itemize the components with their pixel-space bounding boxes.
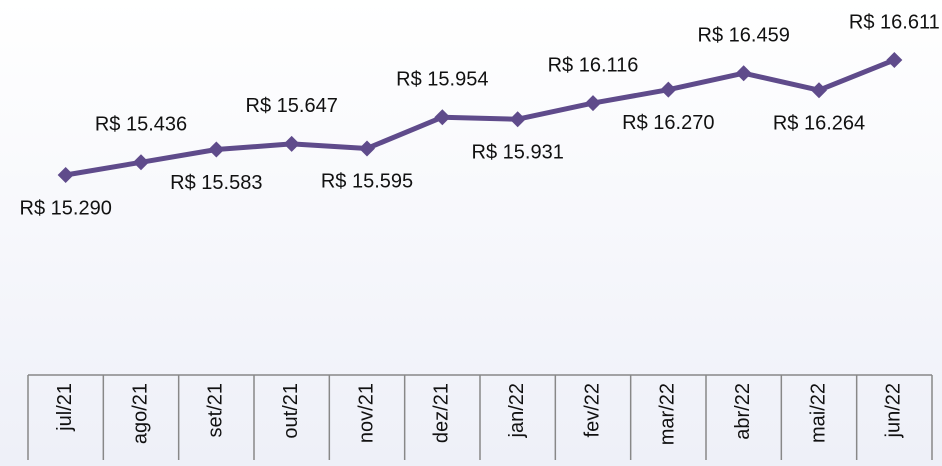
x-tick-label: set/21 (205, 383, 227, 437)
x-tick-label: out/21 (280, 383, 302, 439)
marker (660, 81, 677, 98)
marker (585, 95, 601, 112)
data-label: R$ 15.954 (396, 68, 488, 90)
marker (283, 135, 300, 152)
x-tick-label: abr/22 (732, 383, 754, 440)
marker (886, 52, 903, 68)
data-label: R$ 16.611 (849, 11, 940, 33)
x-tick-label: dez/21 (431, 383, 453, 443)
x-tick-label: mai/22 (807, 383, 829, 443)
x-tick-label: jul/21 (54, 383, 76, 432)
data-label: R$ 15.931 (472, 141, 564, 163)
x-tick-label: jun/22 (883, 383, 905, 439)
data-label: R$ 15.583 (170, 172, 262, 194)
x-tick-label: nov/21 (355, 383, 377, 443)
data-label: R$ 16.116 (548, 54, 639, 76)
marker (735, 65, 752, 82)
data-label: R$ 16.270 (622, 112, 714, 134)
marker (434, 109, 451, 126)
x-tick-label: mar/22 (657, 383, 679, 445)
marker (133, 154, 149, 171)
marker (208, 141, 225, 158)
data-label: R$ 15.595 (321, 171, 413, 193)
data-label: R$ 15.436 (95, 114, 187, 136)
data-label: R$ 15.290 (20, 197, 112, 219)
marker (509, 111, 526, 128)
line (65, 57, 896, 178)
data-label: R$ 15.647 (246, 95, 338, 117)
x-tick-label: ago/21 (129, 383, 151, 444)
data-label: R$ 16.264 (773, 112, 865, 134)
x-tick-label: fev/22 (581, 383, 603, 437)
data-label: R$ 16.459 (698, 25, 790, 47)
marker (359, 140, 375, 157)
x-tick-label: jan/22 (506, 383, 528, 439)
marker (811, 82, 827, 99)
marker (57, 167, 74, 183)
